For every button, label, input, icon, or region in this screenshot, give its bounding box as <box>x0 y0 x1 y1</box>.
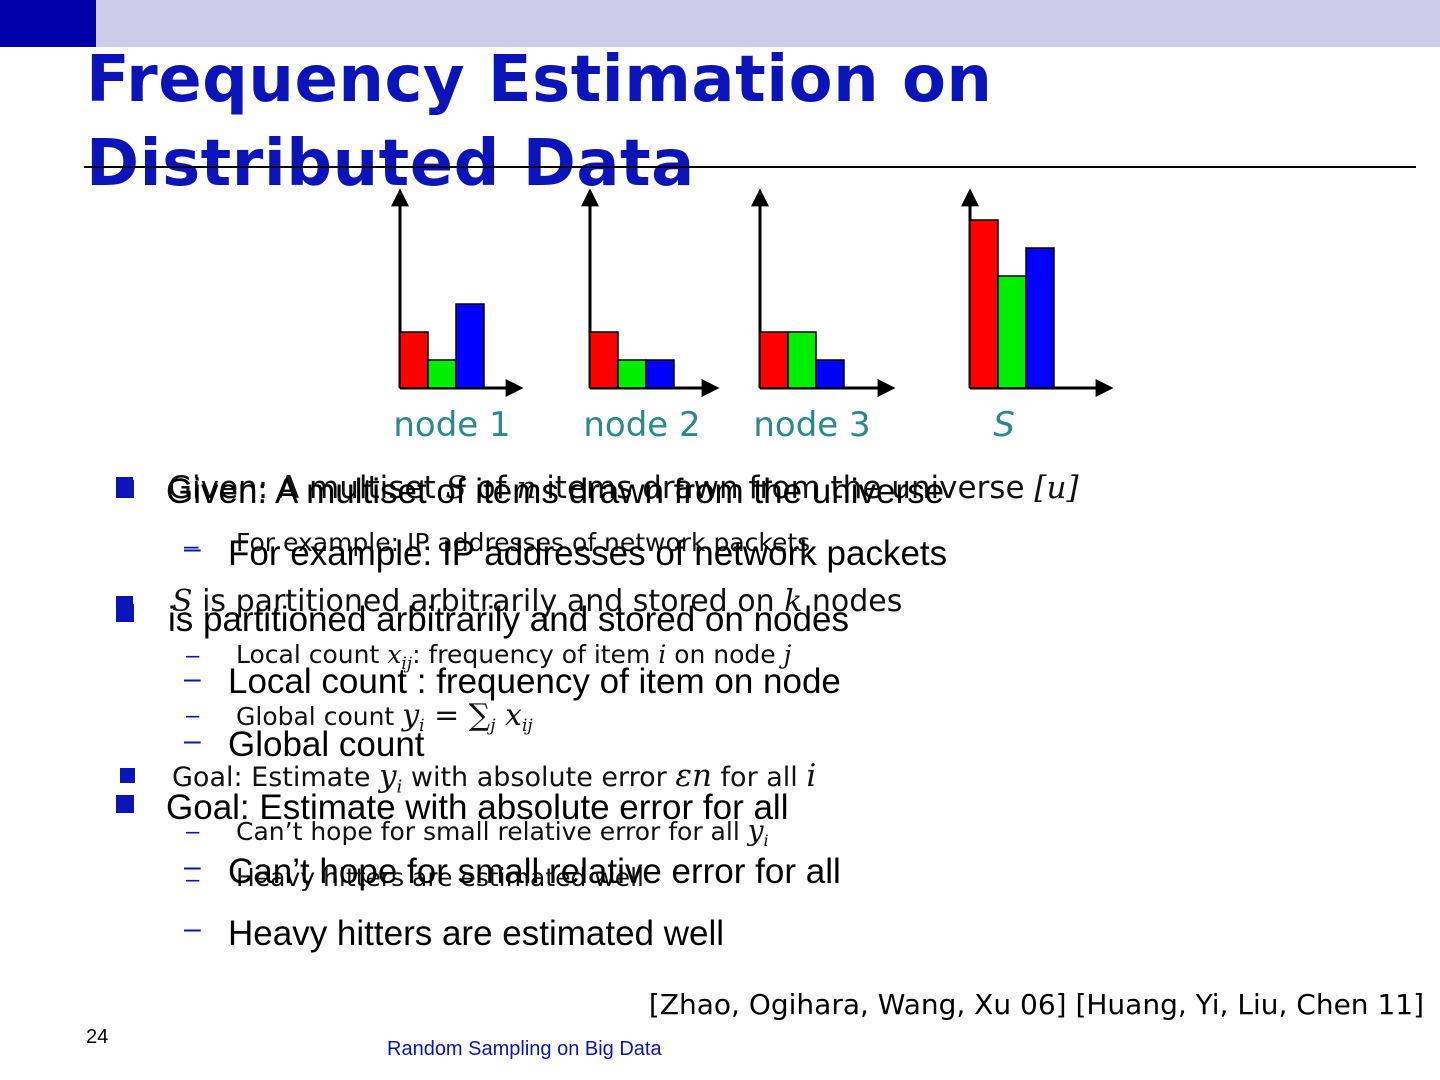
bullet-square <box>116 480 134 498</box>
bullet-1-sub-1: For example: IP addresses of network pac… <box>228 534 948 573</box>
histogram-bar <box>997 275 1027 389</box>
bullet-3-sub-1-math: Can’t hope for small relative error for … <box>236 814 769 850</box>
bullet-2-sub-2-math: Global count yi = ∑j xij <box>236 698 533 736</box>
bullet-3: Goal: Estimate with absolute error for a… <box>166 788 789 827</box>
citation: [Zhao, Ogihara, Wang, Xu 06] [Huang, Yi,… <box>648 988 1424 1021</box>
header-accent-block <box>0 0 96 47</box>
dash-mark: – <box>186 642 200 669</box>
bullet-3-sub-2-math: Heavy hitters are estimated well <box>236 863 644 892</box>
bullet-1-sub-1-math: For example: IP addresses of network pac… <box>236 528 811 557</box>
bullet-2: is partitioned arbitrarily and stored on… <box>168 600 849 639</box>
histogram-bar <box>645 359 675 389</box>
dash-mark: – <box>184 850 201 883</box>
bullet-square <box>116 795 134 813</box>
bullet-3-sub-2: Heavy hitters are estimated well <box>228 914 725 953</box>
footer-text: Random Sampling on Big Data <box>387 1038 662 1060</box>
bullet-2-sub-2: Global count <box>228 725 425 764</box>
bullet-3-math: Goal: Estimate yi with absolute error εn… <box>172 758 817 798</box>
dash-mark: – <box>184 912 201 945</box>
bullet-2-sub-1-math: Local count xij: frequency of item i on … <box>236 640 792 674</box>
dash-mark: – <box>186 702 200 729</box>
page-number: 24 <box>86 1026 109 1048</box>
histogram-bar <box>1025 247 1055 389</box>
dash-mark: – <box>186 818 200 845</box>
bullet-2-math: S is partitioned arbitrarily and stored … <box>172 584 903 619</box>
dash-mark: – <box>184 530 199 560</box>
histogram-bar <box>455 303 485 389</box>
histogram-bar <box>815 359 845 389</box>
bullet-2-sub-1: Local count : frequency of item on node <box>228 662 841 701</box>
dash-mark: – <box>184 662 201 695</box>
bullet-1-math: Given: A multiset S of n items drawn fro… <box>168 470 1079 506</box>
histogram-bar <box>589 331 619 389</box>
node-label: node 3 <box>753 405 870 445</box>
histogram-bar <box>617 359 647 389</box>
node-label: node 1 <box>393 405 510 445</box>
dash-mark: – <box>184 724 201 757</box>
node-label: node 2 <box>583 405 700 445</box>
histogram-bar <box>759 331 789 389</box>
bullet-1: Given: A multiset of items drawn from th… <box>166 472 945 511</box>
bullet-square <box>116 604 134 622</box>
histogram-bar <box>427 359 457 389</box>
dash-mark: – <box>186 866 200 893</box>
bullet-3-sub-1: Can’t hope for small relative error for … <box>228 852 841 891</box>
histogram-bar <box>787 331 817 389</box>
node-label: S <box>993 405 1015 445</box>
distributed-histogram-figure: node 1 node 2 node 3 S <box>391 188 1114 445</box>
title-underline <box>84 166 1416 168</box>
histogram-bar <box>399 331 429 389</box>
header-band <box>0 0 1440 47</box>
histogram-bar <box>969 219 999 389</box>
dash-mark: – <box>184 532 201 565</box>
bullet-square <box>120 768 135 783</box>
